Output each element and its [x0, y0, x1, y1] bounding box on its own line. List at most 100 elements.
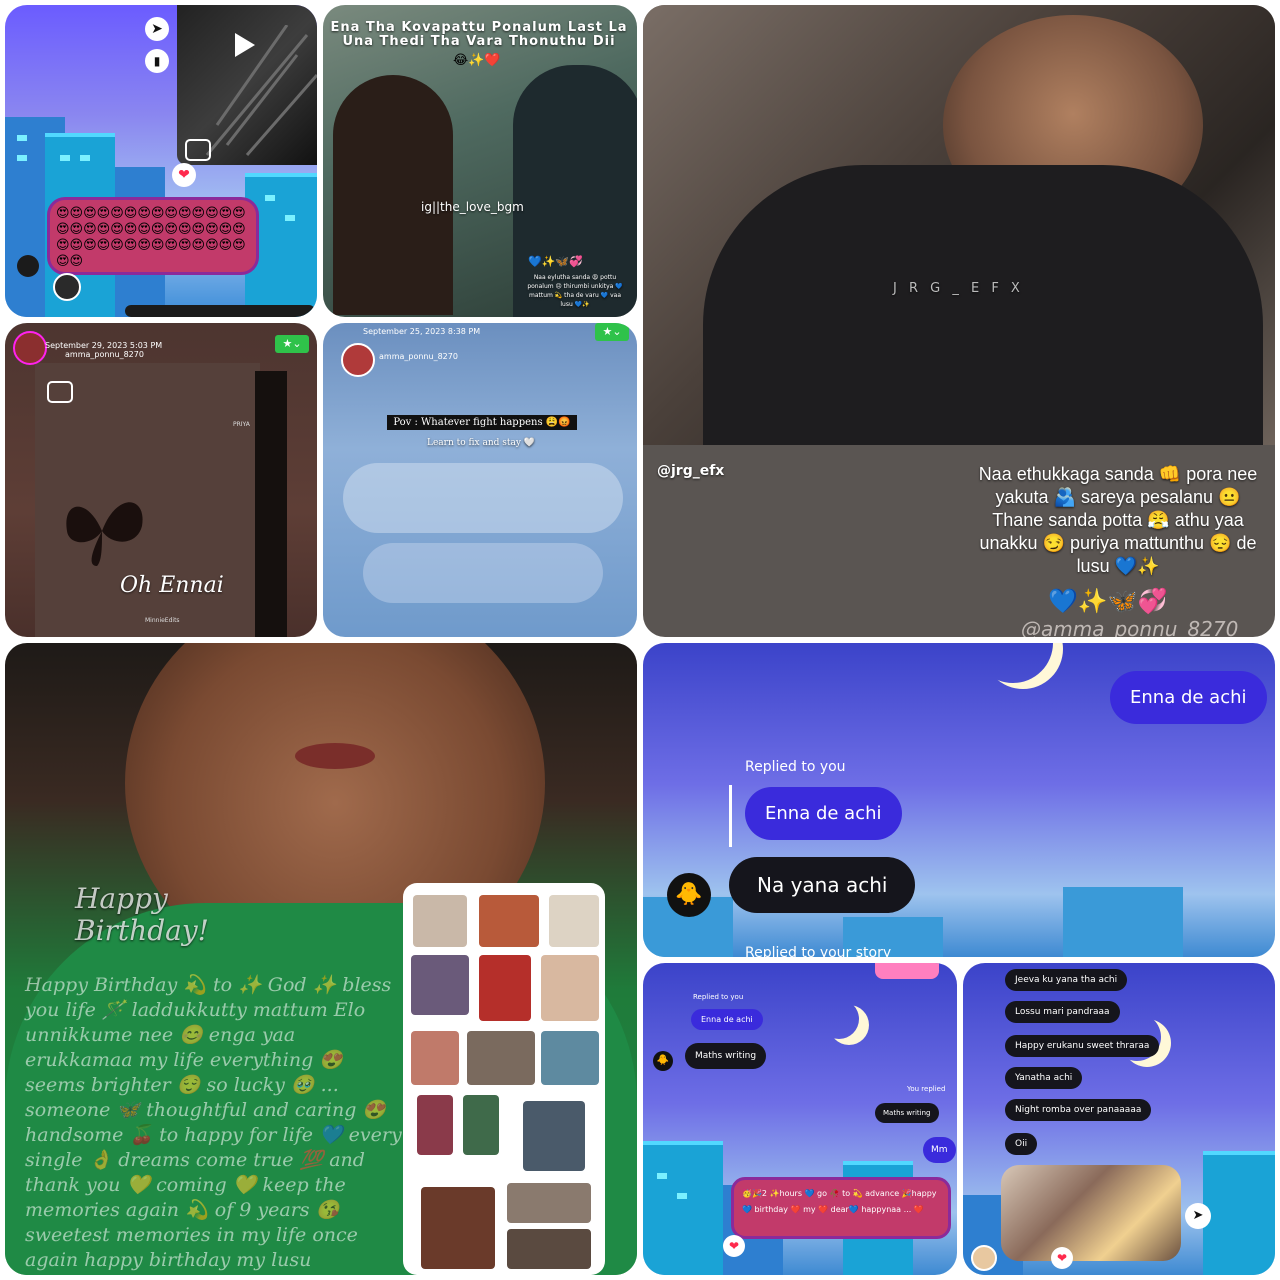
- photo-thumb[interactable]: [411, 1031, 459, 1085]
- small-label: PRIYA: [233, 421, 250, 428]
- tile-story-emoji[interactable]: ➤ ▮ ❤ 😍😍😍😍😍😍😍😍😍😍😍😍😍😍😍😍😍😍😍😍😍😍😍😍😍😍😍😍😍😍😍😍😍😍…: [5, 5, 317, 317]
- message-bubble[interactable]: Happy erukanu sweet thraraa: [1005, 1035, 1160, 1057]
- replied-label: Replied to you: [693, 993, 744, 1001]
- post-title: Ena Tha Kovapattu Ponalum Last La Una Th…: [330, 20, 628, 49]
- tile-chat-messages[interactable]: Jeeva ku yana tha achi Lossu mari pandra…: [963, 963, 1275, 1275]
- quoted-message[interactable]: Enna de achi: [691, 1009, 763, 1030]
- dark-panel: [35, 363, 260, 637]
- play-icon[interactable]: [235, 33, 255, 57]
- story-user: amma_ponnu_8270: [379, 352, 458, 361]
- star-badge[interactable]: ★⌄: [275, 335, 309, 353]
- person-left: [333, 75, 453, 315]
- photo-thumb[interactable]: [541, 955, 599, 1021]
- caption-text: Naa eylutha sanda 😩 pottu ponalum 😣 thir…: [527, 274, 623, 308]
- jacket-shape: [703, 165, 1263, 445]
- photo-thumb[interactable]: [463, 1095, 499, 1155]
- avatar[interactable]: [341, 343, 375, 377]
- replied-story-label: Replied to your story: [745, 945, 892, 957]
- tile-story-butterfly[interactable]: September 29, 2023 5:03 PM amma_ponnu_82…: [5, 323, 317, 637]
- story-progress-bar: [125, 305, 315, 317]
- photo-thumb[interactable]: [417, 1095, 453, 1155]
- photo-thumb[interactable]: [413, 895, 467, 947]
- quoted-reply[interactable]: Maths writing: [875, 1103, 939, 1123]
- script-text: Happy Birthday!: [75, 882, 209, 947]
- baby-photo[interactable]: [1001, 1165, 1181, 1261]
- moon-icon: [973, 643, 1053, 683]
- reels-icon[interactable]: [47, 381, 73, 403]
- handle-text: @jrg_efx: [657, 463, 725, 479]
- sent-message[interactable]: Mm: [923, 1137, 956, 1163]
- pov-text: Pov : Whatever fight happens 😩😡: [387, 415, 577, 430]
- reply-quote-bar: [729, 785, 732, 847]
- star-badge[interactable]: ★⌄: [595, 323, 629, 341]
- caption-emoji: 💙✨🦋💞: [528, 255, 583, 268]
- photo-thumb[interactable]: [523, 1101, 585, 1171]
- quote-line: Thane sanda potta 😤 athu yaa: [992, 510, 1244, 530]
- avatar[interactable]: [971, 1245, 997, 1271]
- avatar[interactable]: [53, 273, 81, 301]
- heart-reaction-icon[interactable]: ❤: [723, 1235, 745, 1257]
- replied-label: Replied to you: [745, 759, 846, 775]
- emoji-message-card: 😍😍😍😍😍😍😍😍😍😍😍😍😍😍😍😍😍😍😍😍😍😍😍😍😍😍😍😍😍😍😍😍😍😍😍😍😍😍😍😍…: [47, 197, 259, 275]
- photo-thumb[interactable]: [541, 1031, 599, 1085]
- palm-leaf-icon: [205, 25, 317, 156]
- photo-thumb[interactable]: [467, 1031, 535, 1085]
- reels-icon[interactable]: [185, 139, 211, 161]
- received-message[interactable]: Na yana achi: [729, 857, 916, 913]
- tile-chat-maths[interactable]: Replied to you Enna de achi Maths writin…: [643, 963, 957, 1275]
- emoji-text: 😍😍😍😍😍😍😍😍😍😍😍😍😍😍😍😍😍😍😍😍😍😍😍😍😍😍😍😍😍😍😍😍😍😍😍😍😍😍😍😍…: [56, 206, 246, 269]
- story-date: September 29, 2023 5:03 PM: [45, 341, 163, 350]
- quote-line: unakku 😏 puriya mattunthu 😔 de: [979, 533, 1257, 553]
- pov-subtext: Learn to fix and stay 🤍: [427, 438, 535, 448]
- photo-thumb[interactable]: [507, 1183, 591, 1223]
- photo-thumb[interactable]: [411, 955, 469, 1015]
- photo-thumb[interactable]: [549, 895, 599, 947]
- message-bubble[interactable]: Jeeva ku yana tha achi: [1005, 969, 1128, 991]
- watermark: ig||the_love_bgm: [421, 200, 524, 214]
- received-message[interactable]: Maths writing: [685, 1043, 767, 1069]
- tile-story-sky[interactable]: September 25, 2023 8:38 PM amma_ponnu_82…: [323, 323, 637, 637]
- photo-preview[interactable]: [177, 5, 317, 165]
- black-strip: [255, 371, 287, 637]
- lips: [295, 743, 375, 769]
- avatar[interactable]: 🐥: [653, 1051, 673, 1071]
- heart-reaction-icon[interactable]: ❤: [172, 163, 196, 187]
- send-icon[interactable]: ➤: [145, 17, 169, 41]
- moon-icon: [819, 999, 859, 1039]
- story-date: September 25, 2023 8:38 PM: [363, 327, 481, 336]
- birthday-card: 🥳🎉2 ✨hours 💙 go 🥀 to 💫 advance 🎉happy 💙 …: [731, 1177, 951, 1239]
- title-emoji: 😂✨❤️: [453, 53, 501, 68]
- cloud: [363, 543, 603, 603]
- tile-birthday-collage[interactable]: Happy Birthday! Happy Birthday 💫 to ✨ Go…: [5, 643, 637, 1275]
- sent-message[interactable]: Enna de achi: [1110, 671, 1267, 724]
- tile-movie-caption[interactable]: Ena Tha Kovapattu Ponalum Last La Una Th…: [323, 5, 637, 317]
- avatar[interactable]: [17, 255, 39, 277]
- tile-story-quote[interactable]: J R G _ E F X @jrg_efx Naa ethukkaga san…: [643, 5, 1275, 637]
- avatar[interactable]: [13, 331, 47, 365]
- message-bubble[interactable]: Yanatha achi: [1005, 1067, 1083, 1089]
- you-replied-label: You replied: [907, 1085, 946, 1093]
- quote-line: Naa ethukkaga sanda 👊 pora nee: [978, 464, 1258, 484]
- heart-reaction-icon[interactable]: ❤: [1051, 1247, 1073, 1269]
- message-bubble[interactable]: Oii: [1005, 1133, 1038, 1155]
- photo-collage[interactable]: [403, 883, 605, 1275]
- quote-line: yakuta 🫂 sareya pesalanu 😐: [995, 487, 1241, 507]
- message-bubble[interactable]: Lossu mari pandraaa: [1005, 1001, 1120, 1023]
- photo-thumb[interactable]: [479, 895, 539, 947]
- avatar[interactable]: 🐥: [667, 873, 711, 917]
- send-icon[interactable]: ➤: [1185, 1203, 1211, 1229]
- bookmark-icon[interactable]: ▮: [145, 49, 169, 73]
- photo-thumb[interactable]: [421, 1187, 495, 1269]
- quoted-message[interactable]: Enna de achi: [745, 787, 902, 840]
- script-text: Oh Ennai: [120, 573, 224, 598]
- cloud: [343, 463, 623, 533]
- message-bubble[interactable]: Night romba over panaaaaa: [1005, 1099, 1152, 1121]
- story-user: amma_ponnu_8270: [65, 350, 144, 359]
- quote-line: lusu 💙✨: [1076, 556, 1160, 576]
- credit-text: @amma_ponnu_8270: [1021, 617, 1239, 637]
- photo-thumb[interactable]: [507, 1229, 591, 1269]
- tile-chat-reply[interactable]: Enna de achi Replied to you Enna de achi…: [643, 643, 1275, 957]
- birthday-message: Happy Birthday 💫 to ✨ God ✨ bless you li…: [25, 974, 402, 1271]
- person-right: [513, 65, 637, 317]
- photo-thumb[interactable]: [479, 955, 531, 1021]
